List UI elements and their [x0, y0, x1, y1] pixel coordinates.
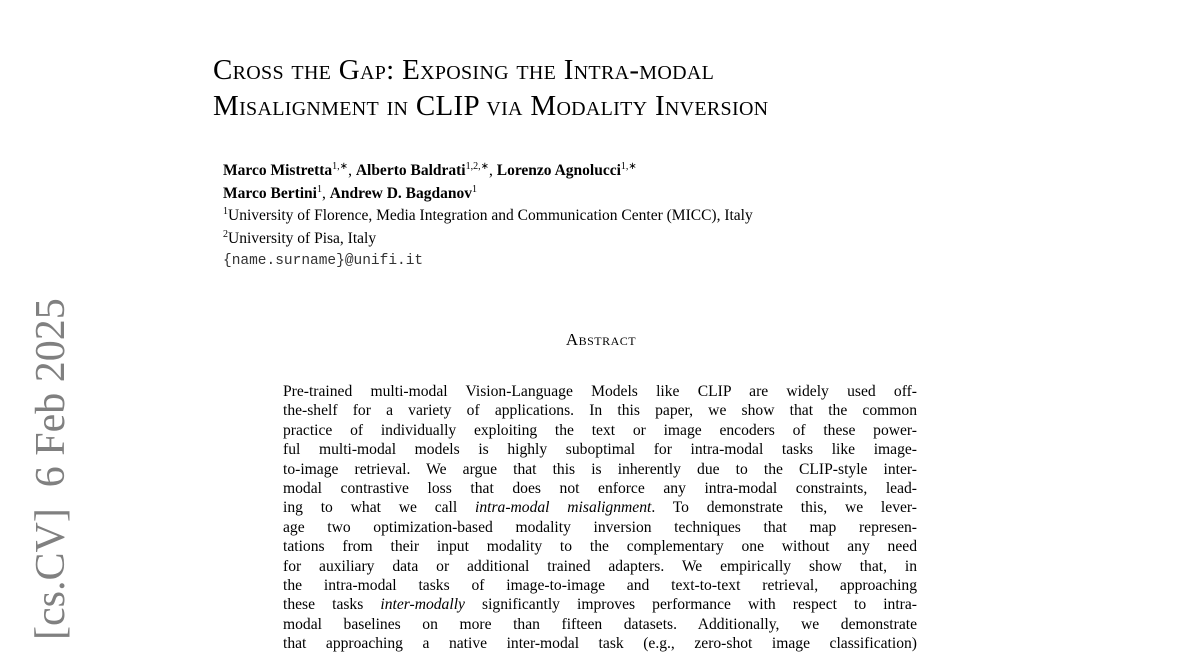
text-run: for auxiliary data or additional trained…: [283, 557, 917, 575]
abstract-line: these tasks inter-modally significantly …: [283, 595, 917, 614]
emphasis: intra-modal misalignment: [475, 499, 652, 517]
affiliation: 2University of Pisa, Italy: [223, 228, 753, 251]
abstract-line: modal baselines on more than fifteen dat…: [283, 615, 917, 634]
text-run: to-image retrieval. We argue that this i…: [283, 460, 917, 478]
text-run: these tasks: [283, 596, 381, 614]
author-affiliation-mark: 1,∗: [332, 161, 349, 172]
abstract-line: to-image retrieval. We argue that this i…: [283, 460, 917, 479]
affiliation-text: University of Florence, Media Integratio…: [228, 207, 753, 224]
affiliation: 1University of Florence, Media Integrati…: [223, 205, 753, 228]
affiliation-mark: 2: [223, 228, 228, 240]
abstract-body: Pre-trained multi-modal Vision-Language …: [283, 382, 917, 653]
abstract-line: tations from their input modality to the…: [283, 537, 917, 556]
text-run: practice of individually exploiting the …: [283, 421, 917, 439]
title-line-1: Cross the Gap: Exposing the Intra-modal: [213, 54, 715, 86]
text-run: ing to what we call: [283, 499, 475, 517]
paper-title: Cross the Gap: Exposing the Intra-modal …: [213, 52, 768, 124]
author-name: Marco Mistretta: [223, 162, 333, 179]
author-affiliation-mark: 1,2,∗: [465, 161, 489, 172]
text-run: ful multi-modal models is highly subopti…: [283, 441, 917, 459]
affiliations: 1University of Florence, Media Integrati…: [223, 205, 753, 250]
author-affiliation-mark: 1: [316, 183, 322, 195]
title-line-2: Misalignment in CLIP via Modality Invers…: [213, 90, 769, 122]
abstract-line: practice of individually exploiting the …: [283, 421, 917, 440]
text-run: modal baselines on more than fifteen dat…: [283, 615, 917, 633]
abstract-heading: Abstract: [565, 330, 637, 349]
abstract-line: ing to what we call intra-modal misalign…: [283, 498, 917, 517]
author-affiliation-mark: 1,∗: [620, 161, 637, 172]
text-run: significantly improves performance with …: [464, 596, 917, 614]
author-row-1: Marco Mistretta1,∗, Alberto Baldrati1,2,…: [223, 161, 637, 180]
abstract-line: modal contrastive loss that does not enf…: [283, 479, 917, 498]
text-run: modal contrastive loss that does not enf…: [283, 479, 917, 497]
abstract-line: age two optimization-based modality inve…: [283, 518, 917, 537]
abstract-line: that approaching a native inter-modal ta…: [283, 634, 917, 653]
abstract-line: Pre-trained multi-modal Vision-Language …: [283, 382, 917, 401]
author-name: Alberto Baldrati: [355, 162, 466, 179]
text-run: the intra-modal tasks of image-to-image …: [283, 576, 917, 594]
affiliation-mark: 1: [223, 206, 228, 217]
emphasis: inter-modally: [380, 596, 465, 614]
arxiv-stamp: [cs.CV] 6 Feb 2025: [28, 298, 74, 640]
abstract-line: ful multi-modal models is highly subopti…: [283, 440, 917, 459]
affiliation-text: University of Pisa, Italy: [228, 229, 377, 247]
abstract-line: for auxiliary data or additional trained…: [283, 557, 917, 576]
author-name: Marco Bertini: [223, 184, 317, 202]
text-run: Pre-trained multi-modal Vision-Language …: [283, 383, 917, 400]
abstract-line: the intra-modal tasks of image-to-image …: [283, 576, 917, 595]
author-name: Lorenzo Agnolucci: [496, 162, 621, 179]
abstract-line: the-shelf for a variety of applications.…: [283, 401, 917, 420]
text-run: . To demonstrate this, we lever-: [651, 499, 917, 517]
text-run: tations from their input modality to the…: [283, 538, 917, 556]
text-run: the-shelf for a variety of applications.…: [283, 402, 917, 420]
author-row-2: Marco Bertini1, Andrew D. Bagdanov1: [223, 183, 477, 202]
author-name: Andrew D. Bagdanov: [329, 184, 472, 202]
text-run: age two optimization-based modality inve…: [283, 518, 917, 536]
author-affiliation-mark: 1: [472, 183, 477, 195]
author-block: Marco Mistretta1,∗, Alberto Baldrati1,2,…: [223, 160, 753, 273]
text-run: that approaching a native inter-modal ta…: [283, 635, 917, 653]
email: {name.surname}@unifi.it: [223, 253, 424, 269]
